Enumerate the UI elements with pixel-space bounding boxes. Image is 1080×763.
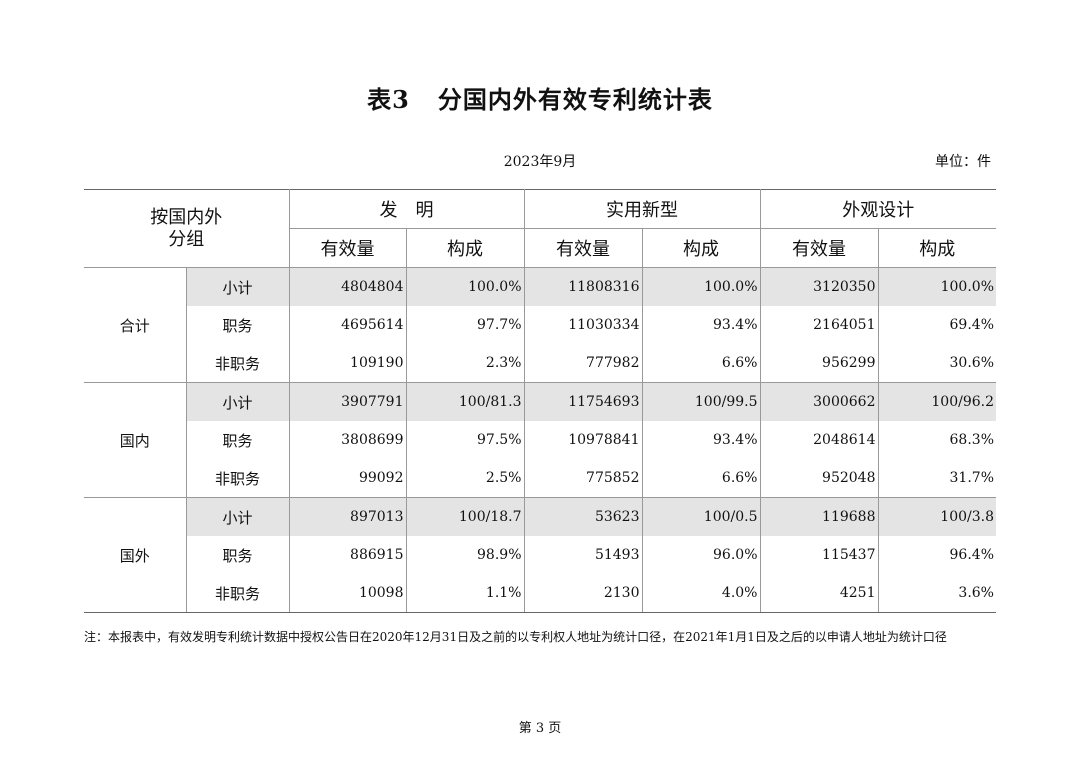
table-row: 合计 小计 4804804 100.0% 11808316 100.0% 312… bbox=[84, 267, 996, 383]
utility-count-cell: 10978841 bbox=[524, 421, 643, 459]
invention-count-cell: 109190 bbox=[289, 344, 407, 383]
utility-share-cell: 93.4% bbox=[642, 421, 761, 459]
invention-count-cell: 3808699 bbox=[289, 421, 407, 459]
table-row: 非职务 10098 1.1% 2130 4.0% 4251 3.6% bbox=[84, 574, 996, 613]
page-number: 第 3 页 bbox=[518, 721, 562, 736]
invention-share-header: 构成 bbox=[406, 228, 525, 268]
page-title: 表3 分国内外有效专利统计表 bbox=[0, 80, 1080, 115]
design-share-cell: 100/96.2 bbox=[878, 382, 996, 421]
group-header-line1: 按国内外 bbox=[150, 206, 223, 228]
utility-share-cell: 100/99.5 bbox=[642, 382, 761, 421]
design-share-cell: 100/3.8 bbox=[878, 497, 996, 536]
utility-share-cell: 6.6% bbox=[642, 459, 761, 498]
invention-header: 发 明 bbox=[289, 189, 525, 229]
design-share-cell: 96.4% bbox=[949, 547, 994, 563]
row-label: 职务 bbox=[186, 421, 290, 459]
row-label: 非职务 bbox=[186, 344, 290, 383]
utility-share-header: 构成 bbox=[642, 228, 761, 268]
design-count-cell: 4251 bbox=[760, 574, 879, 613]
design-share-cell: 100.0% bbox=[878, 267, 996, 306]
design-count-cell: 952048 bbox=[760, 459, 879, 498]
utility-count-cell: 11030334 bbox=[524, 306, 643, 344]
design-count-cell: 956299 bbox=[760, 344, 879, 383]
design-count-cell: 115437 bbox=[760, 536, 879, 574]
report-date: 2023年9月 bbox=[503, 154, 577, 170]
table-row: 国外 小计 897013 100/18.7 53623 100/0.5 1196… bbox=[84, 497, 996, 613]
invention-share-cell: 100.0% bbox=[406, 267, 525, 306]
group-label: 国内 bbox=[84, 382, 187, 498]
invention-share-cell: 2.5% bbox=[406, 459, 525, 498]
utility-count-cell: 11754693 bbox=[524, 382, 643, 421]
design-share-cell: 31.7% bbox=[878, 459, 996, 498]
invention-share-cell: 97.7% bbox=[406, 306, 525, 344]
row-label: 小计 bbox=[186, 382, 290, 421]
table-row: 国内 小计 3907791 100/81.3 11754693 100/99.5… bbox=[84, 382, 996, 498]
table-title: 分国内外有效专利统计表 bbox=[437, 85, 713, 114]
utility-count-cell: 775852 bbox=[524, 459, 643, 498]
invention-count-header: 有效量 bbox=[289, 228, 407, 268]
utility-share-cell: 100/0.5 bbox=[642, 497, 761, 536]
group-label: 国外 bbox=[84, 497, 187, 613]
design-header: 外观设计 bbox=[760, 189, 996, 229]
unit-label: 单位：件 bbox=[935, 154, 991, 170]
table-row: 非职务 109190 2.3% 777982 6.6% 956299 30.6% bbox=[84, 344, 996, 383]
footnote: 注：本报表中，有效发明专利统计数据中授权公告日在2020年12月31日及之前的以… bbox=[84, 630, 947, 644]
invention-count-cell: 897013 bbox=[289, 497, 407, 536]
table-row: 职务 4695614 97.7% 11030334 93.4% 2164051 … bbox=[84, 306, 996, 344]
row-label: 非职务 bbox=[186, 459, 290, 498]
group-column-header: 按国内外 分组 bbox=[84, 189, 290, 268]
design-count-cell: 2048614 bbox=[760, 421, 879, 459]
invention-count-cell: 3907791 bbox=[289, 382, 407, 421]
utility-share-cell: 96.0% bbox=[642, 536, 761, 574]
invention-count-cell: 4695614 bbox=[289, 306, 407, 344]
utility-share-cell: 6.6% bbox=[642, 344, 761, 383]
table-number: 表3 bbox=[367, 85, 410, 114]
design-share-cell: 69.4% bbox=[949, 317, 994, 333]
row-label: 小计 bbox=[186, 497, 290, 536]
row-label: 职务 bbox=[186, 536, 290, 574]
design-count-cell: 119688 bbox=[760, 497, 879, 536]
design-share-cell: 68.3% bbox=[949, 432, 994, 448]
utility-share-cell: 4.0% bbox=[642, 574, 761, 613]
table-row: 非职务 99092 2.5% 775852 6.6% 952048 31.7% bbox=[84, 459, 996, 498]
utility-count-cell: 53623 bbox=[524, 497, 643, 536]
row-label: 职务 bbox=[186, 306, 290, 344]
invention-share-cell: 1.1% bbox=[406, 574, 525, 613]
design-count-cell: 3000662 bbox=[760, 382, 879, 421]
group-header-line2: 分组 bbox=[168, 228, 205, 250]
invention-share-cell: 97.5% bbox=[406, 421, 525, 459]
utility-count-header: 有效量 bbox=[524, 228, 643, 268]
invention-share-cell: 2.3% bbox=[406, 344, 525, 383]
invention-share-cell: 98.9% bbox=[406, 536, 525, 574]
utility-count-cell: 2130 bbox=[524, 574, 643, 613]
design-count-cell: 2164051 bbox=[760, 306, 879, 344]
table-row: 职务 3808699 97.5% 10978841 93.4% 2048614 … bbox=[84, 421, 996, 459]
patent-statistics-table: 按国内外 分组 发 明 实用新型 外观设计 有效量 构成 有效量 构成 有效量 … bbox=[84, 189, 996, 613]
design-count-header: 有效量 bbox=[760, 228, 879, 268]
utility-count-cell: 51493 bbox=[524, 536, 643, 574]
utility-count-cell: 11808316 bbox=[524, 267, 643, 306]
utility-share-cell: 100.0% bbox=[642, 267, 761, 306]
utility-header: 实用新型 bbox=[524, 189, 761, 229]
design-share-header: 构成 bbox=[878, 228, 996, 268]
utility-count-cell: 777982 bbox=[524, 344, 643, 383]
utility-share-cell: 93.4% bbox=[642, 306, 761, 344]
row-label: 非职务 bbox=[186, 574, 290, 613]
group-label: 合计 bbox=[84, 267, 187, 383]
invention-count-cell: 99092 bbox=[289, 459, 407, 498]
invention-share-cell: 100/18.7 bbox=[406, 497, 525, 536]
row-label: 小计 bbox=[186, 267, 290, 306]
invention-count-cell: 4804804 bbox=[289, 267, 407, 306]
table-row: 职务 886915 98.9% 51493 96.0% 115437 96.4% bbox=[84, 536, 996, 574]
invention-count-cell: 886915 bbox=[289, 536, 407, 574]
design-share-cell: 30.6% bbox=[878, 344, 996, 383]
design-count-cell: 3120350 bbox=[760, 267, 879, 306]
invention-count-cell: 10098 bbox=[289, 574, 407, 613]
design-share-cell: 3.6% bbox=[878, 574, 996, 613]
invention-share-cell: 100/81.3 bbox=[406, 382, 525, 421]
